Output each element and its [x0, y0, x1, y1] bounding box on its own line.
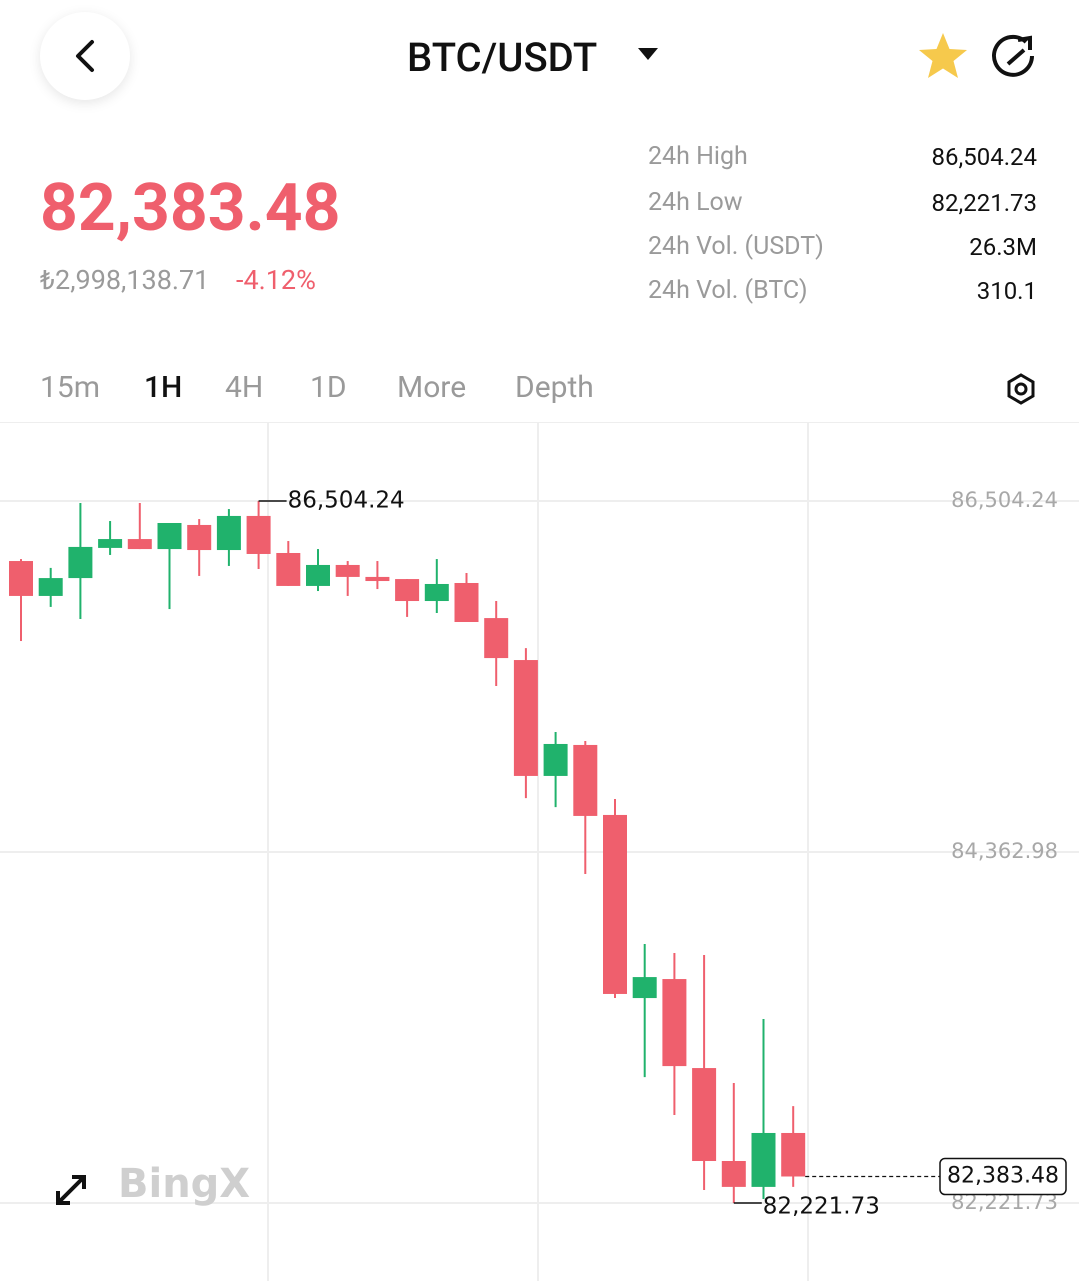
- y-tick-label: 86,504.24: [951, 488, 1058, 512]
- stat-label: 24h Low: [648, 188, 743, 217]
- candle-body: [662, 979, 687, 1067]
- candle-body: [246, 515, 271, 554]
- price-change: -4.12%: [236, 264, 316, 296]
- candle-body: [781, 1132, 806, 1177]
- candle-body: [513, 660, 538, 776]
- candle-body: [721, 1161, 746, 1187]
- candle-body: [692, 1068, 717, 1162]
- back-button[interactable]: [40, 12, 130, 100]
- candle-body: [365, 576, 390, 582]
- candle-body: [335, 564, 360, 577]
- back-icon: [76, 40, 94, 72]
- candle-body: [98, 539, 123, 548]
- candle-body: [632, 977, 657, 999]
- stat-value: 82,221.73: [931, 189, 1037, 217]
- candle-body: [306, 564, 330, 586]
- candle-body: [484, 618, 509, 659]
- last-price-box: [939, 1157, 1067, 1196]
- watermark: BingX: [118, 1161, 250, 1207]
- settings-icon[interactable]: [1004, 372, 1038, 406]
- candle-body: [395, 579, 420, 602]
- candle-body: [276, 552, 301, 586]
- pair-title[interactable]: BTC/USDT: [407, 34, 598, 81]
- candlestick-chart: BingX 86,504.24 84,362.98 82,221.73 86,504.…: [0, 422, 1079, 1281]
- candle-body: [573, 744, 598, 816]
- tab[interactable]: 1D: [310, 370, 347, 405]
- stat-label: 24h High: [648, 142, 748, 171]
- candle-body: [543, 743, 568, 776]
- stat-value: 310.1: [976, 277, 1037, 305]
- share-icon[interactable]: [988, 32, 1040, 82]
- favorite-star[interactable]: [916, 30, 970, 82]
- candle-body: [454, 582, 479, 623]
- candle-body: [68, 546, 93, 579]
- candle-body: [751, 1132, 776, 1187]
- candle-body: [424, 583, 449, 602]
- candle-body: [187, 524, 212, 551]
- tab[interactable]: Depth: [515, 370, 594, 405]
- annotation-label: 82,221.73: [763, 1194, 880, 1220]
- y-tick-label: 84,362.98: [951, 839, 1058, 863]
- fullscreen-icon[interactable]: [56, 1175, 86, 1205]
- tab[interactable]: 15m: [40, 370, 101, 405]
- candle-body: [157, 522, 182, 550]
- candle-body: [216, 515, 241, 551]
- last-price: 82,383.48: [40, 170, 341, 247]
- candle-body: [38, 578, 63, 596]
- tab-active[interactable]: 1H: [144, 370, 183, 405]
- local-price: ₺2,998,138.71: [40, 264, 210, 296]
- last-price-label: 82,383.48: [947, 1163, 1059, 1188]
- tab[interactable]: More: [397, 370, 467, 405]
- candle-body: [9, 561, 33, 596]
- stat-value: 86,504.24: [931, 143, 1037, 171]
- dropdown-icon[interactable]: [636, 46, 660, 64]
- stat-label: 24h Vol. (USDT): [648, 232, 824, 261]
- candle-body: [603, 814, 627, 994]
- annotation-label: 86,504.24: [288, 487, 405, 513]
- candle-body: [127, 539, 152, 550]
- stat-label: 24h Vol. (BTC): [648, 276, 808, 305]
- stat-value: 26.3M: [969, 233, 1037, 261]
- tab[interactable]: 4H: [225, 370, 264, 405]
